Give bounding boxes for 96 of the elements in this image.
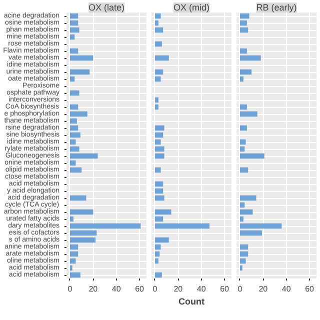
bar	[70, 132, 80, 138]
bar	[70, 55, 94, 61]
x-tick-label: 40	[112, 284, 122, 294]
bar	[240, 209, 253, 215]
bar	[70, 125, 78, 131]
bar	[240, 48, 247, 54]
bar	[70, 104, 78, 110]
bar	[240, 76, 244, 82]
bar	[154, 216, 164, 222]
bar	[240, 13, 250, 19]
bar	[240, 139, 246, 145]
bar	[70, 118, 77, 124]
bar	[70, 69, 90, 75]
bar	[240, 69, 252, 75]
bar	[70, 209, 94, 215]
bar	[240, 27, 248, 33]
bar	[240, 251, 248, 257]
bar	[154, 13, 161, 19]
bar	[70, 34, 75, 40]
bar	[240, 202, 245, 208]
bar	[240, 216, 244, 222]
bar	[240, 223, 282, 229]
chart-title: OX (mid)	[174, 2, 210, 12]
bar	[154, 209, 172, 215]
bar	[70, 237, 96, 243]
bar	[240, 104, 247, 110]
bar	[154, 97, 158, 103]
x-tick-label: 60	[305, 284, 315, 294]
bar	[240, 153, 264, 159]
bar	[154, 167, 161, 173]
bar	[154, 27, 164, 33]
bar	[240, 258, 246, 264]
bar	[70, 160, 76, 166]
bar	[154, 223, 210, 229]
bar	[240, 111, 258, 117]
bar	[240, 146, 245, 152]
x-tick-label: 0	[152, 284, 158, 294]
bar	[70, 258, 76, 264]
bar	[154, 258, 158, 264]
bar	[154, 188, 164, 194]
bar	[154, 272, 162, 278]
bar	[154, 139, 161, 145]
x-tick-label: 20	[174, 284, 184, 294]
bar	[154, 153, 164, 159]
bar	[154, 237, 169, 243]
bar	[154, 195, 164, 201]
bar	[70, 20, 78, 26]
bar	[70, 111, 88, 117]
bar	[70, 216, 74, 222]
bar	[70, 153, 98, 159]
bar	[240, 195, 256, 201]
bar	[240, 167, 248, 173]
bar	[154, 69, 164, 75]
x-tick-label: 60	[135, 284, 145, 294]
bar	[154, 244, 161, 250]
bar	[70, 265, 72, 271]
x-tick-label: 20	[88, 284, 98, 294]
bar	[154, 132, 164, 138]
bar	[70, 251, 78, 257]
bar	[70, 27, 80, 33]
bar	[240, 230, 262, 236]
bar	[240, 55, 261, 61]
x-tick-label: 40	[282, 284, 292, 294]
bar	[154, 41, 162, 47]
chart-title: OX (late)	[88, 2, 125, 12]
bar	[70, 139, 76, 145]
bar	[70, 146, 80, 152]
x-tick-label: 20	[258, 284, 268, 294]
bar	[70, 230, 97, 236]
bar	[154, 181, 164, 187]
bar	[70, 167, 82, 173]
bar	[70, 76, 75, 82]
bar	[70, 272, 80, 278]
bar	[154, 251, 160, 257]
bar	[70, 90, 80, 96]
chart-title: RB (early)	[256, 2, 297, 12]
bar	[240, 125, 247, 131]
x-tick-label: 0	[238, 284, 243, 294]
bar	[240, 265, 242, 271]
bar	[240, 20, 247, 26]
bar	[70, 195, 86, 201]
bar	[154, 125, 164, 131]
bar	[240, 244, 248, 250]
bar	[70, 223, 141, 229]
x-axis-title: Count	[178, 296, 205, 306]
bar	[154, 146, 164, 152]
x-tick-label: 0	[68, 284, 73, 294]
x-tick-label: 60	[220, 284, 230, 294]
bar	[154, 76, 161, 82]
bar	[154, 104, 158, 110]
bar	[154, 20, 158, 26]
bar	[154, 55, 169, 61]
bar	[70, 244, 78, 250]
bar	[70, 13, 78, 19]
bar	[70, 48, 78, 54]
x-tick-label: 40	[196, 284, 206, 294]
